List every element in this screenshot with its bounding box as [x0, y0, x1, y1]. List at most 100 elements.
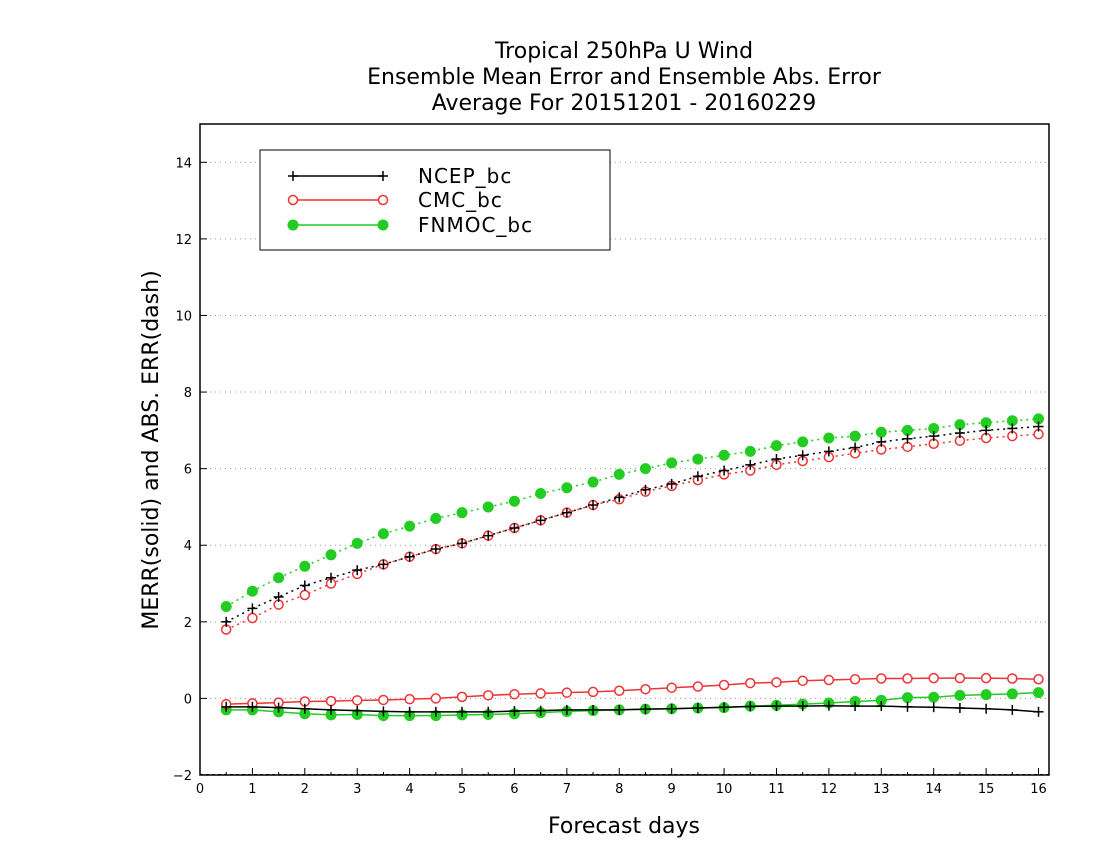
data-point-ncep-bc-abs-err: [247, 603, 258, 614]
data-point-fnmoc-bc-merr: [928, 691, 940, 703]
data-point-ncep-bc-abs-err: [1007, 423, 1018, 434]
data-point-fnmoc-bc-abs-err: [482, 501, 494, 513]
data-point-fnmoc-bc-abs-err: [797, 436, 809, 448]
data-point-ncep-bc-merr: [378, 706, 389, 717]
data-point-cmc-bc-merr: [482, 690, 494, 701]
series-line-ncep-bc-abs-err: [225, 425, 1039, 623]
data-point-ncep-bc-merr: [588, 704, 599, 715]
data-point-ncep-bc-abs-err: [954, 428, 965, 439]
data-point-ncep-bc-abs-err: [719, 465, 730, 476]
x-tick-label: 7: [563, 782, 571, 797]
data-point-ncep-bc-abs-err: [378, 559, 389, 570]
x-tick-label: 4: [405, 782, 413, 797]
data-point-cmc-bc-merr: [535, 688, 546, 699]
plot-frame: [199, 123, 1050, 776]
data-point-ncep-bc-abs-err: [928, 431, 939, 442]
data-point-fnmoc-bc-abs-err: [508, 495, 520, 507]
x-tick-label: 9: [668, 782, 676, 797]
chart-title-line-3: Average For 20151201 - 20160229: [432, 91, 817, 116]
data-point-fnmoc-bc-abs-err: [823, 432, 835, 444]
data-point-cmc-bc-merr: [561, 687, 573, 698]
data-point-cmc-bc-merr: [430, 693, 442, 704]
y-tick-label: 12: [175, 233, 192, 248]
data-point-cmc-bc-merr: [351, 695, 363, 706]
y-tick-label: 14: [175, 156, 192, 171]
data-point-ncep-bc-merr: [902, 701, 913, 712]
data-point-ncep-bc-merr: [457, 706, 468, 717]
x-tick-label: 0: [196, 782, 204, 797]
y-tick-label: 4: [184, 539, 192, 554]
data-point-cmc-bc-abs-err: [247, 612, 258, 624]
x-tick-label: 1: [248, 782, 256, 797]
data-point-cmc-bc-merr: [404, 693, 415, 705]
data-point-cmc-bc-merr: [849, 674, 861, 685]
data-point-cmc-bc-merr: [718, 679, 730, 691]
data-point-ncep-bc-abs-err: [692, 471, 703, 482]
data-point-ncep-bc-abs-err: [561, 507, 572, 518]
data-point-cmc-bc-merr: [692, 681, 704, 692]
legend-marker-fnmoc-bc: [287, 219, 299, 231]
data-point-fnmoc-bc-abs-err: [849, 430, 861, 442]
data-point-ncep-bc-merr: [797, 701, 808, 712]
data-point-cmc-bc-merr: [325, 695, 337, 707]
data-point-fnmoc-bc-abs-err: [456, 507, 468, 519]
data-point-fnmoc-bc-abs-err: [325, 549, 337, 561]
series-line-fnmoc-bc-abs-err: [225, 418, 1039, 608]
data-point-ncep-bc-merr: [1007, 704, 1018, 715]
data-point-fnmoc-bc-abs-err: [430, 512, 442, 524]
series-line-fnmoc-bc-merr: [226, 691, 1039, 717]
data-point-ncep-bc-abs-err: [430, 544, 441, 555]
y-axis-label: MERR(solid) and ABS. ERR(dash): [139, 270, 164, 629]
data-point-ncep-bc-abs-err: [221, 616, 232, 627]
legend-marker-ncep-bc: [288, 171, 298, 181]
data-point-fnmoc-bc-abs-err: [404, 520, 416, 532]
series-line-cmc-bc-abs-err: [225, 433, 1039, 631]
data-point-ncep-bc-abs-err: [640, 484, 651, 495]
legend-marker-ncep-bc: [378, 171, 388, 181]
chart-title-line-1: Tropical 250hPa U Wind: [494, 39, 753, 64]
data-point-ncep-bc-abs-err: [483, 530, 494, 541]
data-point-ncep-bc-abs-err: [876, 436, 887, 447]
data-point-ncep-bc-abs-err: [535, 515, 546, 526]
x-tick-label: 10: [716, 782, 733, 797]
data-point-fnmoc-bc-merr: [954, 689, 966, 701]
data-point-cmc-bc-merr: [876, 673, 887, 684]
data-point-fnmoc-bc-abs-err: [744, 445, 756, 457]
data-point-cmc-bc-merr: [797, 675, 808, 687]
data-point-fnmoc-bc-abs-err: [246, 585, 258, 597]
y-tick-label: 2: [184, 616, 192, 631]
data-point-fnmoc-bc-abs-err: [587, 476, 599, 488]
data-point-ncep-bc-abs-err: [981, 425, 992, 436]
data-point-fnmoc-bc-abs-err: [561, 482, 573, 494]
data-point-fnmoc-bc-abs-err: [875, 426, 887, 438]
y-tick-label: 0: [184, 692, 192, 707]
data-point-fnmoc-bc-abs-err: [377, 528, 389, 540]
data-point-ncep-bc-abs-err: [823, 446, 834, 457]
x-tick-label: 15: [978, 782, 995, 797]
data-point-cmc-bc-merr: [980, 672, 992, 684]
data-point-fnmoc-bc-abs-err: [535, 488, 547, 500]
x-tick-label: 3: [353, 782, 361, 797]
data-point-cmc-bc-merr: [1033, 674, 1044, 685]
data-point-ncep-bc-merr: [404, 706, 415, 717]
x-tick-label: 6: [510, 782, 518, 797]
data-point-ncep-bc-merr: [352, 705, 363, 716]
x-tick-label: 2: [301, 782, 309, 797]
data-point-ncep-bc-merr: [850, 701, 861, 712]
data-point-ncep-bc-abs-err: [404, 551, 415, 562]
data-point-ncep-bc-abs-err: [771, 454, 782, 465]
data-point-ncep-bc-merr: [614, 704, 625, 715]
data-point-cmc-bc-merr: [823, 674, 835, 686]
data-point-fnmoc-bc-merr: [980, 689, 992, 701]
data-point-fnmoc-bc-merr: [1033, 687, 1045, 699]
data-point-ncep-bc-abs-err: [850, 442, 861, 453]
data-point-cmc-bc-merr: [666, 682, 677, 693]
data-point-ncep-bc-merr: [561, 704, 572, 715]
data-point-ncep-bc-merr: [719, 702, 730, 713]
data-point-ncep-bc-abs-err: [588, 500, 599, 511]
data-point-ncep-bc-abs-err: [352, 565, 363, 576]
data-point-ncep-bc-merr: [483, 706, 494, 717]
series-layer: [220, 413, 1045, 722]
data-point-fnmoc-bc-abs-err: [299, 560, 311, 572]
